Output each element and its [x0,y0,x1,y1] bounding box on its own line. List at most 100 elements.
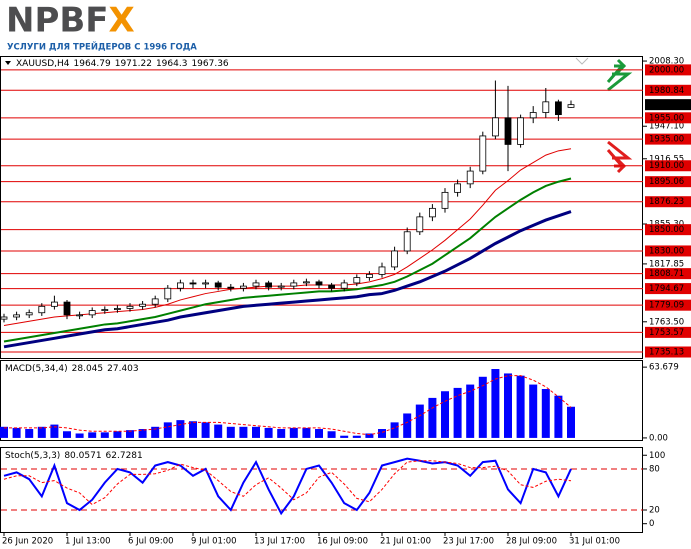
macd-bar [12,427,21,438]
macd-bar [327,431,336,438]
level-label-box [645,176,691,188]
candle-body [13,314,21,318]
level-label: 1794.67 [649,284,684,294]
candle-body [176,282,184,289]
y-tick-label: 2008.30 [649,57,684,67]
y-tick-label: 0.00 [649,433,668,443]
level-label-box [645,133,691,145]
level-label-box [645,299,691,311]
candle-body [328,284,336,289]
macd-bar [403,413,412,438]
macd-bar [100,432,109,438]
macd-bar [189,421,197,438]
macd-bar [466,384,475,438]
macd-bar [113,431,122,438]
candle-body [441,191,449,209]
macd-bar [151,426,160,438]
macd-bar [201,422,210,438]
candle-body [302,281,310,284]
symbol-header: XAUUSD,H4 1964.79 1971.22 1964.3 1967.36 MAC… [5,59,229,461]
candle-body [454,183,462,193]
tagline: УСЛУГИ ДЛЯ ТРЕЙДЕРОВ С 1996 ГОДА [7,41,197,53]
candle-body [504,117,512,145]
level-label: 1935.00 [649,135,684,145]
macd-bar [138,429,147,438]
level-label-box [645,245,691,257]
level-label: 1876.23 [649,197,684,207]
y-tick-label: 80 [649,464,660,474]
macd-bar [277,429,286,438]
candle-body [491,117,499,137]
macd-bar [289,427,298,438]
x-tick-label: 9 Jul 01:00 [191,537,237,547]
level-label: 1808.71 [649,269,684,279]
candle-body [38,305,46,314]
macd-bar [176,420,185,438]
candle-body [529,112,537,119]
candle-body [76,314,83,317]
macd-bar [352,435,361,438]
candle-body [315,281,323,286]
down-arrow-icon [606,140,633,174]
stoch-title: Stoch(5,3,3) 80.0571 62.7281 [5,451,143,461]
candle-body [403,231,411,252]
macd-bar [567,406,575,438]
line [3,177,572,343]
level-label-box [645,224,691,236]
level-label-box [645,283,691,295]
candle-body [101,309,109,312]
candle-body [0,316,8,320]
macd-bar [264,427,273,438]
macd-bar [50,424,59,438]
x-tick-label: 28 Jul 09:00 [506,537,557,547]
brand-logo: NPBFX [6,1,135,41]
macd-bar [252,426,260,438]
y-tick-label: 0 [649,519,654,529]
candle-body [51,301,58,307]
macd-bar [214,424,223,438]
candle-body [114,308,121,310]
line [3,210,572,349]
candle-body [428,207,436,218]
macd-bar [126,430,134,438]
level-label-box [645,326,691,338]
candle-body [555,101,562,116]
candle-body [391,250,399,268]
candle-body [517,117,524,145]
candle-body [239,285,247,289]
scroll-marker [575,57,589,65]
x-tick-label: 31 Jul 01:00 [569,537,620,547]
x-tick-label: 6 Jul 09:00 [128,537,174,547]
macd-title: MACD(5,34,4) 28.045 27.403 [5,364,139,374]
y-tick-label: 20 [649,506,660,516]
level-label: 1735.13 [649,348,684,358]
level-label: 1850.00 [649,225,684,235]
candle-body [25,312,33,316]
macd-bar [25,429,34,438]
macd-bar [340,435,349,438]
macd-bar [441,391,449,438]
candle-body [214,282,222,288]
candle-body [139,303,147,307]
candle-body [227,286,235,289]
macd-bar [453,387,462,438]
macd-bar [504,373,512,438]
macd-bar [390,422,399,438]
macd-bar [529,384,538,438]
candle-body [252,282,260,287]
macd-bar [491,369,500,438]
candle-body [189,282,197,285]
candle-body [290,282,298,287]
stoch-panel [0,447,643,533]
candle-body [63,301,71,316]
y-tick-label: 100 [649,451,665,461]
line [3,460,572,506]
level-label: 1910.00 [649,161,684,171]
last-price-label: 1967.36 [649,100,684,110]
macd-bar [63,431,71,438]
macd-bar [0,426,8,438]
macd-bar [516,375,525,438]
x-tick-label: 21 Jul 01:00 [380,537,431,547]
level-label: 1980.84 [649,86,684,96]
